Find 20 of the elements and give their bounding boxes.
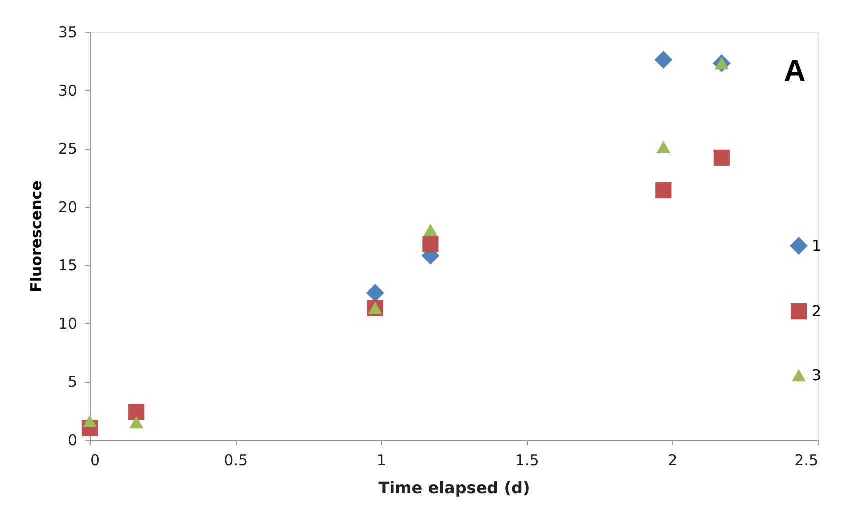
y-tick-label: 35 (58, 24, 78, 42)
x-tick-label: 2.5 (794, 452, 818, 470)
y-tick-label: 30 (58, 82, 78, 100)
x-tick-label: 0 (90, 452, 100, 470)
y-tick-label: 15 (58, 256, 78, 275)
y-tick-label: 25 (58, 140, 78, 158)
x-tick-label: 1.5 (515, 452, 540, 470)
legend-label: 3 (812, 366, 822, 384)
y-tick-label: 10 (58, 314, 78, 333)
y-axis-title: Fluorescence (27, 180, 46, 292)
y-tick-label: 5 (68, 373, 78, 392)
x-axis-title: Time elapsed (d) (378, 478, 530, 498)
x-tick-label: 1 (376, 452, 386, 470)
y-tick-label: 20 (58, 198, 78, 216)
annotation: A (784, 55, 806, 88)
legend-label: 2 (812, 302, 822, 320)
legend-label: 1 (812, 237, 822, 255)
x-tick-label: 0.5 (224, 452, 248, 470)
x-tick-label: 2 (668, 452, 678, 470)
y-tick-label: 0 (68, 432, 78, 450)
